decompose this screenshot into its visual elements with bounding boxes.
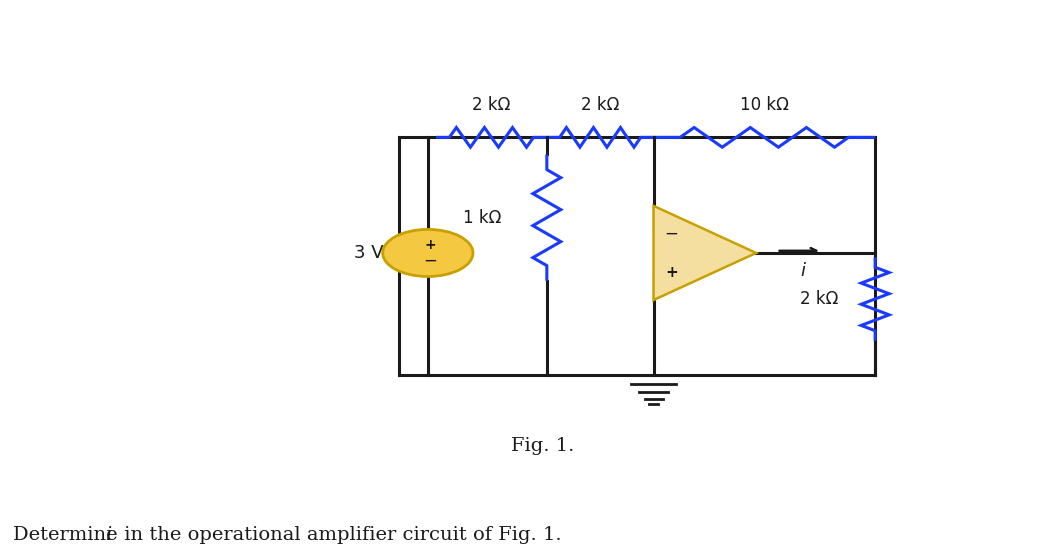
Text: 2 kΩ: 2 kΩ xyxy=(800,290,839,308)
Circle shape xyxy=(382,230,473,276)
Text: +: + xyxy=(665,265,678,280)
Text: 2 kΩ: 2 kΩ xyxy=(581,96,620,114)
Text: −: − xyxy=(665,225,679,242)
Text: Determine: Determine xyxy=(13,526,124,544)
Text: 1 kΩ: 1 kΩ xyxy=(464,208,502,227)
Text: 10 kΩ: 10 kΩ xyxy=(740,96,789,114)
Text: in the operational amplifier circuit of Fig. 1.: in the operational amplifier circuit of … xyxy=(118,526,561,544)
Text: Fig. 1.: Fig. 1. xyxy=(511,436,574,455)
Text: −: − xyxy=(424,252,437,270)
Text: 3 V: 3 V xyxy=(354,244,383,262)
Text: +: + xyxy=(425,239,436,252)
Text: i: i xyxy=(801,262,806,280)
Text: 2 kΩ: 2 kΩ xyxy=(472,96,510,114)
Text: i: i xyxy=(105,526,111,544)
Polygon shape xyxy=(653,206,756,300)
